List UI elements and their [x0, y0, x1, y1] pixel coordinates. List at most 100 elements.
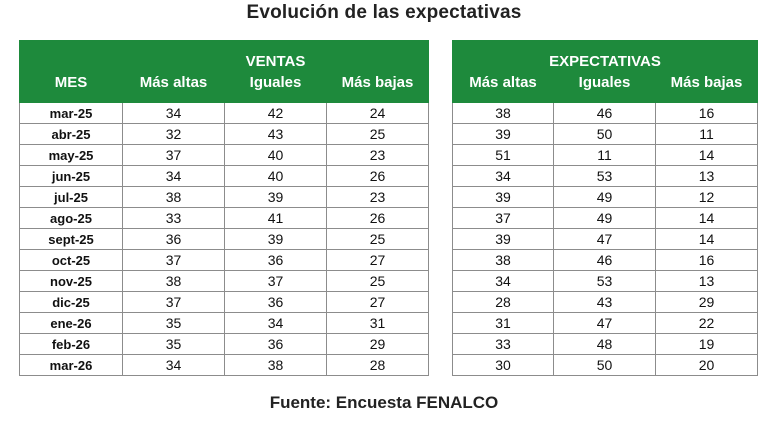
cell-altas: 28: [452, 291, 554, 313]
cell-bajas: 25: [325, 270, 430, 292]
table-row: jul-25 38 39 23: [19, 186, 430, 208]
cell-iguales: 11: [553, 144, 656, 166]
cell-mes: mar-25: [19, 102, 123, 124]
cell-altas: 37: [452, 207, 554, 229]
cell-iguales: 38: [224, 354, 327, 376]
cell-altas: 37: [122, 291, 225, 313]
cell-altas: 33: [452, 333, 554, 355]
cell-bajas: 29: [655, 291, 758, 313]
expectativas-table-body: 38 46 16 39 50 11 51 11 14 34 53 13 39 49 12 37 49 14 39 47…: [452, 102, 758, 376]
cell-bajas: 25: [325, 123, 430, 145]
cell-iguales: 49: [553, 207, 656, 229]
table-row: ene-26 35 34 31: [19, 312, 430, 334]
cell-iguales: 36: [224, 333, 327, 355]
table-row: 33 48 19: [452, 333, 758, 355]
source-note: Fuente: Encuesta FENALCO: [269, 393, 499, 412]
cell-mes: ago-25: [19, 207, 123, 229]
table-row: 31 47 22: [452, 312, 758, 334]
cell-iguales: 50: [553, 354, 656, 376]
cell-mes: jul-25: [19, 186, 123, 208]
cell-altas: 34: [452, 270, 554, 292]
cell-altas: 34: [122, 354, 225, 376]
cell-altas: 33: [122, 207, 225, 229]
table-row: dic-25 37 36 27: [19, 291, 430, 313]
cell-altas: 31: [452, 312, 554, 334]
cell-bajas: 22: [655, 312, 758, 334]
cell-altas: 39: [452, 186, 554, 208]
cell-altas: 39: [452, 228, 554, 250]
cell-iguales: 36: [224, 249, 327, 271]
cell-iguales: 42: [224, 102, 327, 124]
cell-bajas: 24: [325, 102, 430, 124]
cell-altas: 38: [452, 249, 554, 271]
table-row: nov-25 38 37 25: [19, 270, 430, 292]
cell-altas: 38: [122, 186, 225, 208]
cell-iguales: 47: [553, 228, 656, 250]
cell-bajas: 14: [655, 228, 758, 250]
cell-iguales: 39: [224, 228, 327, 250]
cell-bajas: 14: [655, 207, 758, 229]
cell-mes: dic-25: [19, 291, 123, 313]
cell-mes: mar-26: [19, 354, 123, 376]
cell-mes: oct-25: [19, 249, 123, 271]
cell-bajas: 16: [655, 102, 758, 124]
table-row: ago-25 33 41 26: [19, 207, 430, 229]
table-row: 39 49 12: [452, 186, 758, 208]
col-header-iguales: Iguales: [553, 71, 656, 103]
col-header-mas-altas: Más altas: [452, 71, 554, 103]
cell-bajas: 13: [655, 270, 758, 292]
cell-altas: 35: [122, 333, 225, 355]
cell-altas: 35: [122, 312, 225, 334]
cell-iguales: 48: [553, 333, 656, 355]
ventas-group-header: VENTAS: [121, 40, 430, 72]
cell-bajas: 23: [325, 186, 430, 208]
cell-mes: feb-26: [19, 333, 123, 355]
cell-altas: 34: [122, 102, 225, 124]
cell-bajas: 23: [325, 144, 430, 166]
ventas-table: VENTAS MES Más altas Iguales Más bajas m…: [19, 40, 430, 376]
cell-altas: 32: [122, 123, 225, 145]
cell-bajas: 31: [325, 312, 430, 334]
cell-mes: may-25: [19, 144, 123, 166]
table-row: 39 47 14: [452, 228, 758, 250]
table-row: feb-26 35 36 29: [19, 333, 430, 355]
cell-iguales: 46: [553, 102, 656, 124]
table-row: 51 11 14: [452, 144, 758, 166]
cell-iguales: 53: [553, 165, 656, 187]
cell-iguales: 49: [553, 186, 656, 208]
cell-mes: nov-25: [19, 270, 123, 292]
expectativas-table: EXPECTATIVAS Más altas Iguales Más bajas…: [452, 40, 758, 376]
cell-bajas: 20: [655, 354, 758, 376]
header-spacer: [19, 40, 123, 72]
cell-bajas: 26: [325, 165, 430, 187]
cell-bajas: 29: [325, 333, 430, 355]
cell-iguales: 34: [224, 312, 327, 334]
cell-mes: sept-25: [19, 228, 123, 250]
cell-iguales: 50: [553, 123, 656, 145]
table-row: 34 53 13: [452, 165, 758, 187]
cell-bajas: 13: [655, 165, 758, 187]
table-row: 28 43 29: [452, 291, 758, 313]
table-row: mar-25 34 42 24: [19, 102, 430, 124]
table-row: sept-25 36 39 25: [19, 228, 430, 250]
cell-iguales: 37: [224, 270, 327, 292]
col-header-mas-altas: Más altas: [122, 71, 225, 103]
table-row: 38 46 16: [452, 102, 758, 124]
page-title: Evolución de las expectativas: [246, 2, 522, 23]
cell-bajas: 25: [325, 228, 430, 250]
table-row: 39 50 11: [452, 123, 758, 145]
cell-bajas: 27: [325, 249, 430, 271]
cell-bajas: 19: [655, 333, 758, 355]
cell-iguales: 36: [224, 291, 327, 313]
col-header-iguales: Iguales: [224, 71, 327, 103]
table-row: 30 50 20: [452, 354, 758, 376]
cell-bajas: 26: [325, 207, 430, 229]
col-header-mas-bajas: Más bajas: [325, 71, 430, 103]
cell-iguales: 40: [224, 165, 327, 187]
cell-altas: 34: [122, 165, 225, 187]
cell-altas: 30: [452, 354, 554, 376]
cell-mes: ene-26: [19, 312, 123, 334]
cell-bajas: 28: [325, 354, 430, 376]
cell-bajas: 14: [655, 144, 758, 166]
cell-iguales: 43: [553, 291, 656, 313]
